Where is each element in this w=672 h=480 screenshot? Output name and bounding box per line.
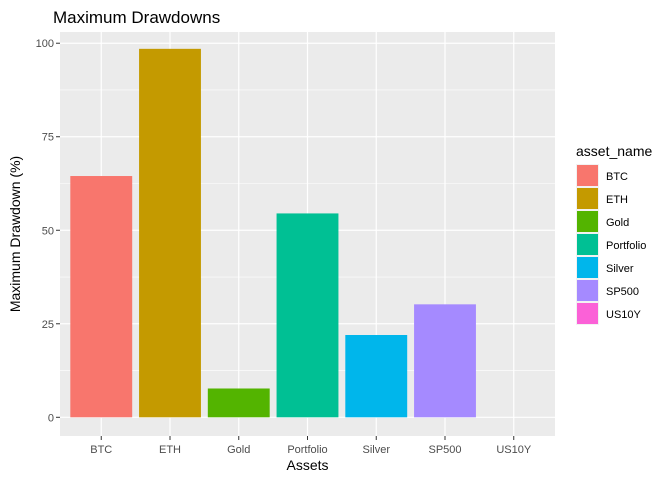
legend-swatch-gold [577, 211, 598, 232]
legend-label: SP500 [606, 286, 639, 298]
legend-label: Gold [606, 217, 629, 229]
x-tick-label: Gold [227, 444, 250, 456]
bars [70, 48, 476, 418]
x-tick-label: SP500 [428, 444, 461, 456]
x-tick-label: BTC [90, 444, 112, 456]
legend-label: BTC [606, 171, 628, 183]
y-tick-label: 0 [48, 412, 54, 424]
bar-sp500 [414, 304, 476, 418]
chart-title: Maximum Drawdowns [53, 8, 220, 27]
legend-label: ETH [606, 194, 628, 206]
y-tick-label: 75 [42, 132, 54, 144]
legend-swatch-eth [577, 188, 598, 209]
legend-swatch-us10y [577, 303, 598, 324]
legend-swatch-portfolio [577, 234, 598, 255]
legend-swatch-btc [577, 165, 598, 186]
y-axis-ticks: 0 25 50 75 100 [36, 38, 60, 424]
y-tick-label: 100 [36, 38, 54, 50]
legend-swatch-silver [577, 257, 598, 278]
x-axis-ticks: BTC ETH Gold Portfolio Silver SP500 US10Y [90, 436, 532, 456]
legend-items: BTC ETH Gold Portfolio Silver SP500 US10Y [576, 164, 646, 325]
x-axis-title: Assets [286, 457, 328, 473]
legend: asset_name BTC ETH Gold Portfolio Silver SP50… [576, 143, 652, 325]
x-tick-label: ETH [159, 444, 181, 456]
bar-eth [139, 48, 201, 418]
legend-label: US10Y [606, 309, 642, 321]
y-axis-title: Maximum Drawdown (%) [7, 156, 23, 312]
y-tick-label: 25 [42, 319, 54, 331]
x-tick-label: Portfolio [287, 444, 327, 456]
legend-label: Silver [606, 263, 634, 275]
bar-gold [207, 388, 270, 418]
bar-silver [345, 335, 408, 418]
legend-title: asset_name [576, 143, 652, 159]
x-tick-label: Silver [362, 444, 390, 456]
bar-portfolio [276, 213, 339, 418]
x-tick-label: US10Y [496, 444, 532, 456]
y-tick-label: 50 [42, 225, 54, 237]
bar-btc [70, 176, 133, 418]
legend-label: Portfolio [606, 240, 646, 252]
legend-swatch-sp500 [577, 280, 598, 301]
